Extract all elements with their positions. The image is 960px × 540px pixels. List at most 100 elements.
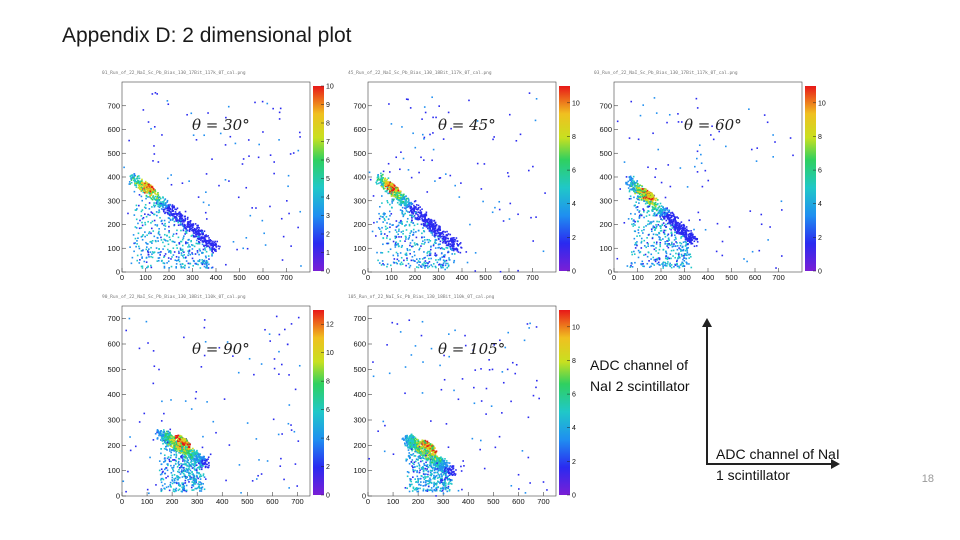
x-tick-label: 700 — [537, 497, 550, 506]
y-tick-label: 500 — [599, 149, 612, 158]
x-tick-label: 100 — [385, 273, 398, 282]
x-axis-label-line2: 1 scintillator — [716, 467, 790, 483]
y-tick-label: 300 — [353, 416, 366, 425]
colorbar-tick-label: 0 — [572, 269, 576, 276]
y-tick-label: 200 — [107, 220, 120, 229]
y-tick-label: 200 — [353, 441, 366, 450]
colorbar-tick-label: 2 — [326, 232, 330, 239]
y-tick-label: 0 — [116, 492, 120, 501]
plot-frame — [613, 81, 803, 273]
page-number: 18 — [921, 473, 934, 485]
x-tick-label: 700 — [291, 497, 304, 506]
y-tick-label: 700 — [353, 314, 366, 323]
colorbar-tick-label: 5 — [326, 176, 330, 183]
y-tick-label: 0 — [116, 268, 120, 277]
colorbar-tick-label: 7 — [326, 139, 330, 146]
colorbar-tick-label: 6 — [326, 158, 330, 165]
theta-angle-label: θ = 105° — [438, 340, 505, 358]
colorbar-tick-label: 6 — [572, 168, 576, 175]
x-tick-label: 200 — [409, 273, 422, 282]
y-tick-label: 0 — [608, 268, 612, 277]
scatter-plot-theta-45: 45_Run_of_22_NaI_Sc_Pb_Bias_130_18Bit_11… — [346, 68, 582, 282]
y-tick-label: 100 — [353, 244, 366, 253]
y-axis-label-line2: NaI 2 scintillator — [590, 378, 690, 394]
colorbar-tick-label: 0 — [326, 269, 330, 276]
colorbar-tick-label: 0 — [572, 493, 576, 500]
x-tick-label: 600 — [749, 273, 762, 282]
colorbar-tick-label: 2 — [326, 464, 330, 471]
colorbar-tick-label: 4 — [572, 425, 576, 432]
x-tick-label: 600 — [512, 497, 525, 506]
y-tick-label: 400 — [107, 173, 120, 182]
x-tick-label: 300 — [437, 497, 450, 506]
x-axis-label-line1: ADC channel of NaI — [716, 446, 840, 462]
scatter-points — [122, 315, 301, 495]
x-tick-label: 100 — [141, 497, 154, 506]
y-tick-label: 700 — [107, 101, 120, 110]
plot-file-header: 03_Run_of_22_NaI_Sc_Pb_Bias_130_17Bit_11… — [594, 70, 738, 76]
scatter-points — [616, 97, 794, 269]
x-tick-label: 200 — [163, 273, 176, 282]
colorbar-tick-label: 8 — [572, 134, 576, 141]
colorbar-tick-label: 8 — [326, 379, 330, 386]
x-tick-label: 700 — [772, 273, 785, 282]
x-tick-label: 0 — [366, 273, 370, 282]
x-tick-label: 300 — [678, 273, 691, 282]
y-tick-label: 600 — [599, 125, 612, 134]
x-tick-label: 0 — [366, 497, 370, 506]
x-tick-label: 400 — [462, 497, 475, 506]
y-tick-label: 500 — [353, 365, 366, 374]
y-tick-label: 400 — [599, 173, 612, 182]
colorbar-tick-label: 10 — [326, 350, 334, 357]
x-tick-label: 400 — [702, 273, 715, 282]
slide-title: Appendix D: 2 dimensional plot — [62, 24, 352, 47]
y-axis-arrow-line — [706, 326, 708, 465]
y-tick-label: 100 — [107, 244, 120, 253]
y-tick-label: 400 — [107, 390, 120, 399]
x-tick-label: 700 — [280, 273, 293, 282]
x-axis-arrowhead — [831, 459, 840, 469]
scatter-plot-theta-90: 90_Run_of_22_NaI_Sc_Pb_Bias_130_18Bit_11… — [100, 292, 336, 506]
colorbar-tick-label: 6 — [818, 168, 822, 175]
colorbar-tick-label: 2 — [572, 235, 576, 242]
y-tick-label: 600 — [353, 340, 366, 349]
y-tick-label: 200 — [353, 220, 366, 229]
x-tick-label: 400 — [210, 273, 223, 282]
colorbar-tick-label: 8 — [572, 358, 576, 365]
y-tick-label: 600 — [353, 125, 366, 134]
y-tick-label: 100 — [107, 466, 120, 475]
x-tick-label: 0 — [612, 273, 616, 282]
colorbar-tick-label: 2 — [818, 235, 822, 242]
colorbar — [805, 86, 816, 271]
y-tick-label: 100 — [599, 244, 612, 253]
x-axis-label: ADC channel of NaI 1 scintillator — [716, 444, 840, 486]
plot-svg: 90_Run_of_22_NaI_Sc_Pb_Bias_130_18Bit_11… — [102, 294, 334, 506]
colorbar-tick-label: 4 — [326, 436, 330, 443]
colorbar-tick-label: 10 — [818, 100, 826, 107]
x-tick-label: 500 — [725, 273, 738, 282]
scatter-points — [368, 92, 546, 273]
x-tick-label: 200 — [412, 497, 425, 506]
theta-angle-label: θ = 45° — [438, 116, 496, 134]
colorbar-tick-label: 12 — [326, 322, 334, 329]
scatter-points — [368, 319, 548, 497]
x-tick-label: 600 — [266, 497, 279, 506]
x-tick-label: 500 — [487, 497, 500, 506]
plot-frame — [121, 305, 311, 497]
colorbar-tick-label: 4 — [326, 195, 330, 202]
scatter-plot-theta-60: 03_Run_of_22_NaI_Sc_Pb_Bias_130_17Bit_11… — [592, 68, 828, 282]
y-tick-label: 600 — [107, 340, 120, 349]
y-tick-label: 500 — [107, 149, 120, 158]
colorbar-tick-label: 4 — [572, 201, 576, 208]
y-tick-label: 200 — [107, 441, 120, 450]
colorbar-tick-label: 0 — [326, 493, 330, 500]
y-tick-label: 500 — [107, 365, 120, 374]
colorbar-tick-label: 10 — [326, 84, 334, 91]
x-tick-label: 100 — [631, 273, 644, 282]
y-axis-label-line1: ADC channel of — [590, 357, 689, 373]
y-tick-label: 700 — [599, 101, 612, 110]
colorbar-tick-label: 8 — [818, 134, 822, 141]
y-tick-label: 300 — [599, 196, 612, 205]
scatter-plot-theta-105: 105_Run_of_22_NaI_Sc_Pb_Bias_130_18Bit_1… — [346, 292, 582, 506]
scatter-plot-theta-30: 01_Run_of_22_NaI_Sc_Pb_Bias_130_17Bit_11… — [100, 68, 336, 282]
